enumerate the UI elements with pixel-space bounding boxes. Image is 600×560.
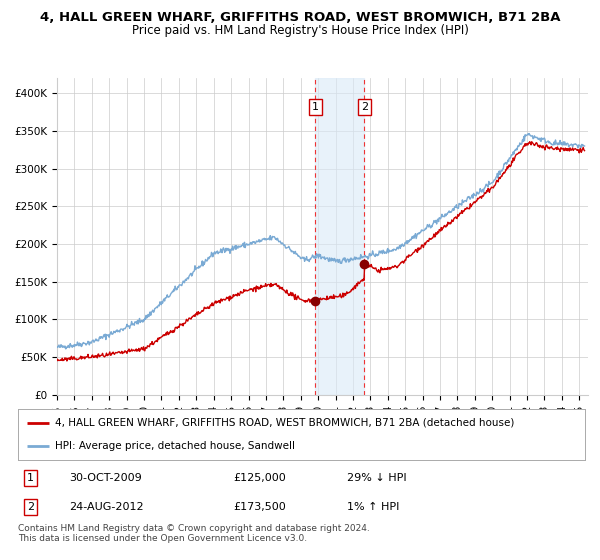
- Text: 4, HALL GREEN WHARF, GRIFFITHS ROAD, WEST BROMWICH, B71 2BA: 4, HALL GREEN WHARF, GRIFFITHS ROAD, WES…: [40, 11, 560, 24]
- Text: 24-AUG-2012: 24-AUG-2012: [69, 502, 143, 512]
- Text: 29% ↓ HPI: 29% ↓ HPI: [347, 473, 406, 483]
- Text: 1: 1: [27, 473, 34, 483]
- Text: £125,000: £125,000: [233, 473, 286, 483]
- Text: 1: 1: [311, 102, 319, 112]
- Text: 4, HALL GREEN WHARF, GRIFFITHS ROAD, WEST BROMWICH, B71 2BA (detached house): 4, HALL GREEN WHARF, GRIFFITHS ROAD, WES…: [55, 418, 514, 428]
- Text: 2: 2: [27, 502, 34, 512]
- Text: Price paid vs. HM Land Registry's House Price Index (HPI): Price paid vs. HM Land Registry's House …: [131, 24, 469, 36]
- Text: 1% ↑ HPI: 1% ↑ HPI: [347, 502, 399, 512]
- Text: 2: 2: [361, 102, 368, 112]
- Text: £173,500: £173,500: [233, 502, 286, 512]
- Text: Contains HM Land Registry data © Crown copyright and database right 2024.
This d: Contains HM Land Registry data © Crown c…: [18, 524, 370, 543]
- Bar: [315, 78, 364, 395]
- Text: 30-OCT-2009: 30-OCT-2009: [69, 473, 142, 483]
- Text: HPI: Average price, detached house, Sandwell: HPI: Average price, detached house, Sand…: [55, 441, 295, 451]
